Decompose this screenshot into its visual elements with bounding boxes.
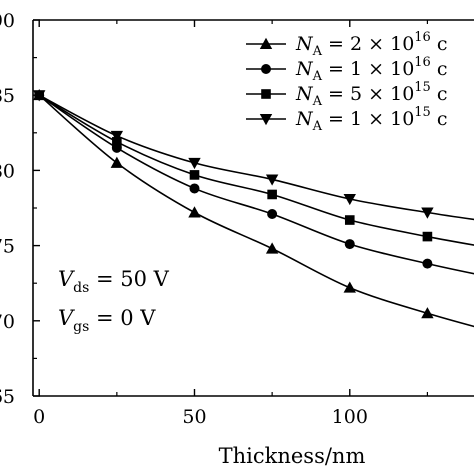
legend-label: NA = 2 × 1016 c bbox=[295, 30, 448, 59]
legend-label-part: N bbox=[295, 108, 314, 130]
annotation-part: gs bbox=[73, 319, 89, 335]
x-tick-label: 100 bbox=[332, 406, 368, 428]
legend-label-part: 15 bbox=[414, 105, 431, 120]
data-point bbox=[189, 183, 200, 194]
annotation-text: Vgs = 0 V bbox=[58, 306, 156, 335]
data-point bbox=[189, 170, 200, 180]
series-3 bbox=[33, 90, 474, 221]
y-tick-label: 90 bbox=[0, 10, 15, 32]
data-point bbox=[422, 231, 433, 242]
data-point bbox=[267, 209, 278, 220]
legend-label-part: = 1 × 10 bbox=[322, 108, 414, 130]
data-point bbox=[110, 156, 124, 168]
axes bbox=[32, 19, 474, 397]
tick-labels: 0 50 100 65 70 75 80 85 90 bbox=[0, 10, 368, 428]
legend-label-part: N bbox=[295, 83, 314, 105]
annotation-text: Vds = 50 V bbox=[58, 267, 170, 296]
x-axis-label: Thickness/nm bbox=[219, 444, 366, 468]
legend-label-part: A bbox=[312, 69, 323, 84]
y-tick-label: 65 bbox=[0, 386, 15, 408]
annotation-part: V bbox=[58, 267, 75, 291]
legend-label-part: 16 bbox=[414, 55, 431, 70]
x-tick-label: 50 bbox=[182, 406, 206, 428]
data-point bbox=[421, 207, 434, 219]
legend-label-part: = 2 × 10 bbox=[322, 33, 414, 55]
legend-label-part: A bbox=[312, 44, 323, 59]
data-point bbox=[188, 206, 201, 218]
legend-label: NA = 1 × 1015 c bbox=[295, 105, 448, 134]
series-0 bbox=[33, 89, 474, 328]
annotation-part: V bbox=[58, 306, 75, 330]
annotation-part: = 0 V bbox=[89, 306, 156, 330]
legend-item: NA = 1 × 1015 c bbox=[246, 105, 448, 134]
y-tick-label: 80 bbox=[0, 160, 15, 182]
legend-label-part: = 5 × 10 bbox=[322, 83, 414, 105]
data-point bbox=[421, 307, 434, 319]
legend-marker bbox=[261, 64, 271, 74]
data-point bbox=[33, 90, 46, 102]
data-point bbox=[265, 242, 279, 254]
data-point bbox=[343, 281, 356, 293]
data-point bbox=[422, 258, 433, 269]
legend-marker bbox=[261, 89, 271, 99]
legend-label-part: N bbox=[295, 58, 314, 80]
legend-label-part: = 1 × 10 bbox=[322, 58, 414, 80]
legend-marker bbox=[259, 37, 273, 49]
legend-label-part: 15 bbox=[414, 80, 431, 95]
annotation-part: = 50 V bbox=[89, 267, 169, 291]
legend-item: NA = 1 × 1016 c bbox=[246, 55, 448, 84]
y-tick-label: 70 bbox=[0, 311, 15, 333]
legend-label-part: N bbox=[295, 33, 314, 55]
legend-label-part: A bbox=[312, 94, 323, 109]
legend-label-part: c bbox=[431, 108, 448, 130]
legend-label-part: c bbox=[431, 58, 448, 80]
legend: NA = 2 × 1016 cNA = 1 × 1016 cNA = 5 × 1… bbox=[246, 30, 448, 134]
legend-label-part: A bbox=[312, 119, 323, 134]
y-tick-label: 85 bbox=[0, 85, 15, 107]
legend-item: NA = 5 × 1015 c bbox=[246, 80, 448, 109]
data-point bbox=[188, 157, 201, 170]
x-tick-label: 0 bbox=[33, 406, 45, 428]
data-point bbox=[110, 130, 124, 143]
data-point bbox=[344, 215, 355, 225]
legend-label-part: c bbox=[431, 83, 448, 105]
legend-marker bbox=[259, 114, 273, 126]
data-point bbox=[265, 174, 279, 186]
legend-label-part: c bbox=[431, 33, 448, 55]
legend-label: NA = 5 × 1015 c bbox=[295, 80, 448, 109]
data-point bbox=[343, 194, 356, 206]
annotation-part: ds bbox=[73, 280, 89, 296]
legend-label: NA = 1 × 1016 c bbox=[295, 55, 448, 84]
y-tick-label: 75 bbox=[0, 236, 15, 258]
series-layer bbox=[33, 89, 474, 328]
data-point bbox=[267, 189, 277, 200]
data-point bbox=[344, 239, 355, 250]
legend-label-part: 16 bbox=[414, 30, 431, 45]
legend-item: NA = 2 × 1016 c bbox=[246, 30, 448, 59]
